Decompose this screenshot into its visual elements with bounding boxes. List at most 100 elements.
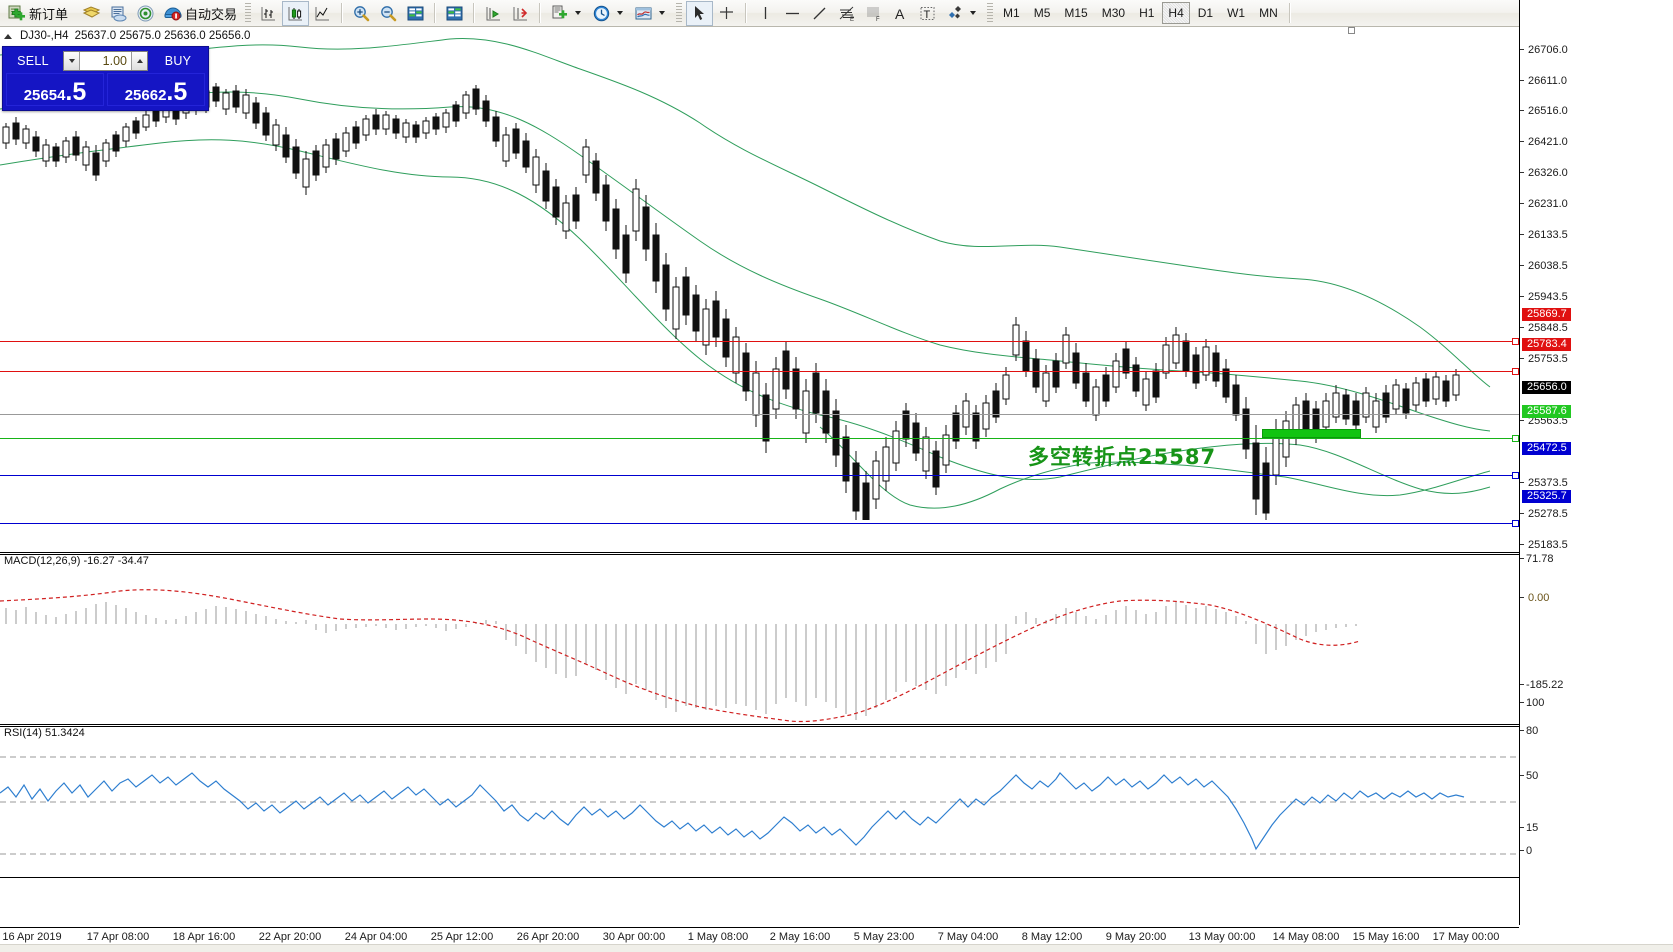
chart-shift-button[interactable]	[480, 1, 507, 26]
templates-dropdown-arrow[interactable]	[659, 11, 666, 15]
time-label: 15 May 16:00	[1352, 931, 1420, 943]
chart-canvas[interactable]: DJ30-,H4 25637.0 25675.0 25636.0 25656.0	[0, 27, 1673, 952]
candlestick-chart-button[interactable]	[282, 0, 310, 26]
templates-button[interactable]	[630, 1, 672, 26]
rsi-plot	[0, 756, 1519, 855]
timeframe-group: M1 M5 M15 M30 H1 H4 D1 W1 MN	[997, 2, 1284, 24]
macd-plot	[0, 589, 1361, 723]
pane-separator-rsi[interactable]	[0, 724, 1519, 727]
trendline-button[interactable]	[806, 1, 833, 26]
lower-band-secondary-line	[819, 426, 1491, 509]
zoom-out-button[interactable]	[375, 1, 402, 26]
line-chart-button[interactable]	[309, 1, 336, 26]
period-dropdown-arrow[interactable]	[617, 11, 624, 15]
new-order-button[interactable]: 新订单	[3, 1, 72, 26]
price-axis[interactable]: 26706.0 26611.0 26516.0 26421.0 26326.0 …	[1519, 0, 1673, 925]
lower-band-line	[0, 139, 1491, 494]
text-label-button[interactable]: T	[914, 1, 941, 26]
timeframe-d1[interactable]: D1	[1197, 6, 1214, 20]
volume-stepper[interactable]: 1.00	[63, 51, 148, 71]
auto-scroll-icon	[511, 4, 530, 23]
timeframe-mn[interactable]: MN	[1259, 6, 1278, 20]
bar-chart-button[interactable]	[255, 1, 282, 26]
timeframe-m1[interactable]: M1	[1003, 6, 1020, 20]
price-tick: 25753.5	[1520, 353, 1568, 365]
volume-decrement-button[interactable]	[64, 52, 80, 70]
price-badge-support-2[interactable]: 25325.7	[1522, 490, 1571, 503]
fibo-channel-icon: F	[864, 4, 883, 23]
auto-scroll-button[interactable]	[507, 1, 534, 26]
time-label: 13 May 00:00	[1188, 931, 1256, 943]
zoom-in-button[interactable]	[348, 1, 375, 26]
one-click-trade-panel[interactable]: SELL 1.00 BUY 25654 .5 25662 .5	[2, 46, 209, 111]
pane-separator-macd[interactable]	[0, 552, 1519, 555]
text-button[interactable]: A	[887, 1, 914, 26]
resistance-line-25783[interactable]	[0, 371, 1519, 372]
toolbar-grip-1[interactable]	[245, 3, 252, 23]
time-label: 14 May 08:00	[1272, 931, 1340, 943]
autotrading-icon	[163, 4, 182, 23]
chart-top-right-handle[interactable]	[1348, 27, 1355, 34]
market-watch-button[interactable]	[105, 1, 132, 26]
price-badge-resistance-1[interactable]: 25869.7	[1522, 308, 1571, 321]
timeframe-m30[interactable]: M30	[1101, 6, 1126, 20]
shapes-button[interactable]	[941, 1, 983, 26]
timeframe-h4[interactable]: H4	[1162, 2, 1190, 24]
toolbar-grip-3[interactable]	[987, 3, 994, 23]
toolbar-divider-6	[1288, 3, 1291, 23]
volume-value[interactable]: 1.00	[80, 52, 131, 70]
chart-annotation-text[interactable]: 多空转折点25587	[1028, 445, 1217, 469]
horizontal-scroll-strip[interactable]	[0, 944, 1673, 952]
timeframe-w1[interactable]: W1	[1227, 6, 1246, 20]
profiles-button[interactable]	[78, 1, 105, 26]
buy-button[interactable]: 25662 .5	[107, 73, 205, 106]
price-badge-support-1[interactable]: 25472.5	[1522, 442, 1571, 455]
timeframe-m15[interactable]: M15	[1064, 6, 1088, 20]
cursor-button[interactable]	[686, 0, 714, 26]
vline-button[interactable]	[752, 1, 779, 26]
autotrading-button[interactable]: 自动交易	[159, 1, 241, 26]
price-badge-support-green[interactable]: 25587.6	[1522, 405, 1571, 418]
green-zone-rectangle[interactable]	[1262, 429, 1361, 438]
timeframe-m5[interactable]: M5	[1033, 6, 1051, 20]
text-icon: A	[891, 4, 910, 23]
volume-increment-button[interactable]	[131, 52, 147, 70]
resistance-line-25783-handle[interactable]	[1512, 368, 1519, 375]
support-line-25325-handle[interactable]	[1512, 520, 1519, 527]
indicators-button[interactable]	[546, 1, 588, 26]
sell-price-integer: 25654	[23, 87, 66, 104]
sell-price-fraction: .5	[65, 77, 87, 106]
fibo-channel-button[interactable]: F	[860, 1, 887, 26]
sell-button[interactable]: 25654 .5	[6, 73, 104, 106]
symbol-name: DJ30-,H4	[20, 30, 69, 42]
crosshair-button[interactable]	[713, 1, 740, 26]
text-label-icon: T	[918, 4, 937, 23]
fibonacci-button[interactable]: E	[833, 1, 860, 26]
price-badge-resistance-2[interactable]: 25783.4	[1522, 338, 1571, 351]
tile-windows-button[interactable]	[402, 1, 429, 26]
resistance-line-25869[interactable]	[0, 341, 1519, 342]
indicators-dropdown-arrow[interactable]	[575, 11, 582, 15]
support-line-25325[interactable]	[0, 523, 1519, 524]
support-line-25472-handle[interactable]	[1512, 472, 1519, 479]
zoom-in-icon	[352, 4, 371, 23]
collapse-triangle-icon[interactable]	[4, 33, 12, 39]
upper-band-line	[0, 37, 1491, 388]
chart-shift-icon	[484, 4, 503, 23]
support-line-25587[interactable]	[0, 438, 1519, 439]
price-badge-current[interactable]: 25656.0	[1522, 381, 1571, 394]
shapes-dropdown-arrow[interactable]	[970, 11, 977, 15]
hline-button[interactable]	[779, 1, 806, 26]
navigator-button[interactable]	[132, 1, 159, 26]
support-line-25587-handle[interactable]	[1512, 435, 1519, 442]
resistance-line-25869-handle[interactable]	[1512, 338, 1519, 345]
timeframe-h1[interactable]: H1	[1139, 6, 1155, 20]
period-button[interactable]	[588, 1, 630, 26]
toolbar-grip-2[interactable]	[676, 3, 683, 23]
rsi-tick: 0	[1520, 845, 1532, 857]
support-line-25472[interactable]	[0, 475, 1519, 476]
chevron-down-icon	[68, 59, 75, 63]
data-window-button[interactable]	[441, 1, 468, 26]
sell-label: SELL	[6, 51, 60, 71]
macd-tick: 71.78	[1520, 553, 1554, 565]
